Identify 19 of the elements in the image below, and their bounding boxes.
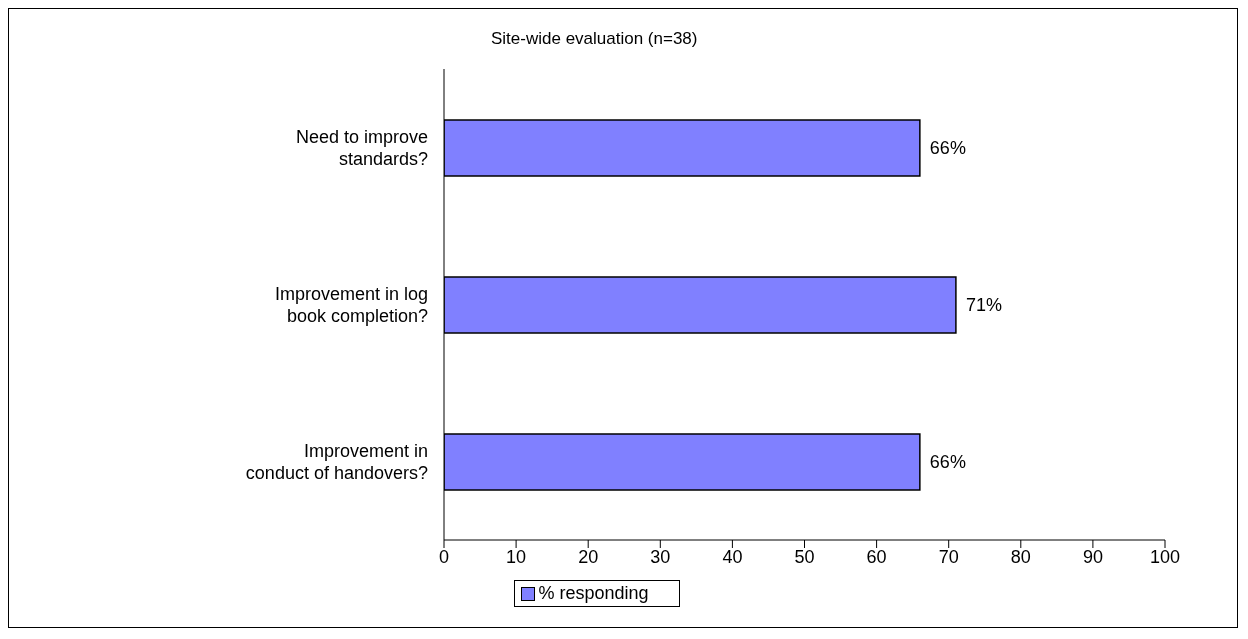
x-tick-label: 100 [1149,546,1181,567]
data-label: 66% [929,138,966,159]
x-tick-label: 20 [578,546,599,567]
x-tick-label: 70 [938,546,959,567]
data-label: 66% [929,452,966,473]
legend-label: % responding [538,583,649,604]
data-label: 71% [965,295,1002,316]
x-tick-label: 0 [438,546,450,567]
x-tick-label: 40 [722,546,743,567]
x-tick-label: 10 [506,546,527,567]
x-tick-label: 60 [866,546,887,567]
chart-title: Site-wide evaluation (n=38) [491,29,698,49]
x-tick-label: 90 [1082,546,1103,567]
y-tick-label: Need to improve standards? [295,126,428,169]
x-tick-label: 30 [650,546,671,567]
y-tick-label: Improvement in conduct of handovers? [245,440,428,483]
y-tick-label: Improvement in log book completion? [274,283,428,326]
x-tick-label: 50 [794,546,815,567]
x-tick-label: 80 [1010,546,1031,567]
